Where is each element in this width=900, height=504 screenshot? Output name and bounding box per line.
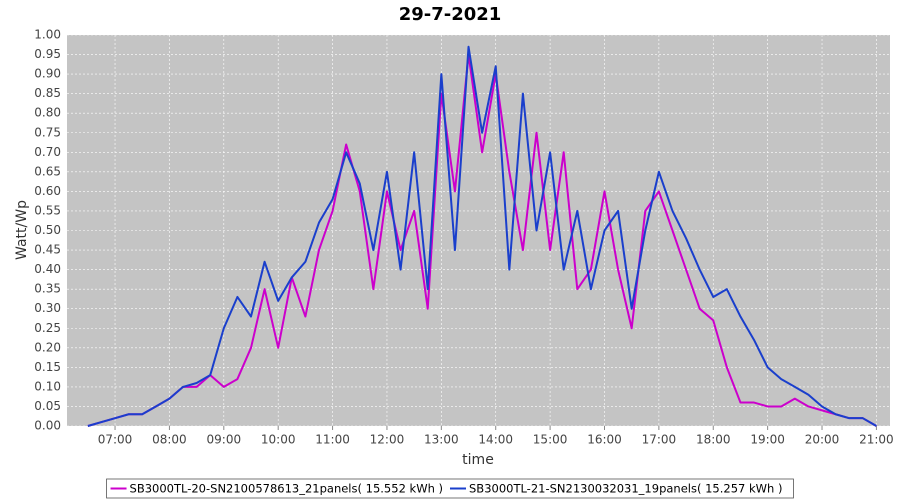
x-tick-label: 18:00	[696, 433, 731, 447]
y-tick-label: 0.50	[34, 223, 61, 237]
x-tick-label: 08:00	[152, 433, 187, 447]
y-tick-label: 0.45	[34, 243, 61, 257]
legend-label: SB3000TL-21-SN2130032031_19panels( 15.25…	[469, 482, 782, 496]
x-tick-label: 13:00	[424, 433, 459, 447]
x-tick-label: 09:00	[207, 433, 242, 447]
y-tick-label: 0.15	[34, 360, 61, 374]
y-axis-label: Watt/Wp	[14, 200, 30, 260]
x-tick-label: 11:00	[315, 433, 350, 447]
x-tick-label: 20:00	[805, 433, 840, 447]
y-tick-label: 0.25	[34, 321, 61, 335]
x-tick-label: 16:00	[587, 433, 622, 447]
x-tick-label: 14:00	[478, 433, 513, 447]
series-line	[87, 53, 877, 427]
x-axis-label: time	[462, 452, 494, 468]
y-tick-label: 0.80	[34, 106, 61, 120]
y-tick-label: 0.35	[34, 282, 61, 296]
y-tick-label: 0.05	[34, 399, 61, 413]
y-tick-label: 0.30	[34, 301, 61, 315]
y-tick-label: 0.60	[34, 184, 61, 198]
y-tick-label: 0.20	[34, 340, 61, 354]
y-tick-label: 0.90	[34, 67, 61, 81]
x-tick-label: 15:00	[533, 433, 568, 447]
x-tick-label: 10:00	[261, 433, 296, 447]
x-tick-label: 17:00	[642, 433, 677, 447]
x-tick-label: 21:00	[859, 433, 894, 447]
series-line	[87, 45, 877, 427]
y-tick-label: 0.70	[34, 145, 61, 159]
x-tick-label: 12:00	[370, 433, 405, 447]
x-tick-label: 07:00	[98, 433, 133, 447]
y-tick-label: 0.75	[34, 125, 61, 139]
y-tick-label: 0.65	[34, 164, 61, 178]
y-tick-label: 1.00	[34, 28, 61, 42]
y-tick-label: 0.55	[34, 203, 61, 217]
y-tick-label: 0.85	[34, 86, 61, 100]
legend-label: SB3000TL-20-SN2100578613_21panels( 15.55…	[130, 482, 443, 496]
x-tick-label: 19:00	[750, 433, 785, 447]
chart-title: 29-7-2021	[399, 4, 502, 25]
y-tick-label: 0.10	[34, 379, 61, 393]
y-tick-label: 0.40	[34, 262, 61, 276]
y-tick-label: 0.00	[34, 419, 61, 433]
y-tick-label: 0.95	[34, 47, 61, 61]
